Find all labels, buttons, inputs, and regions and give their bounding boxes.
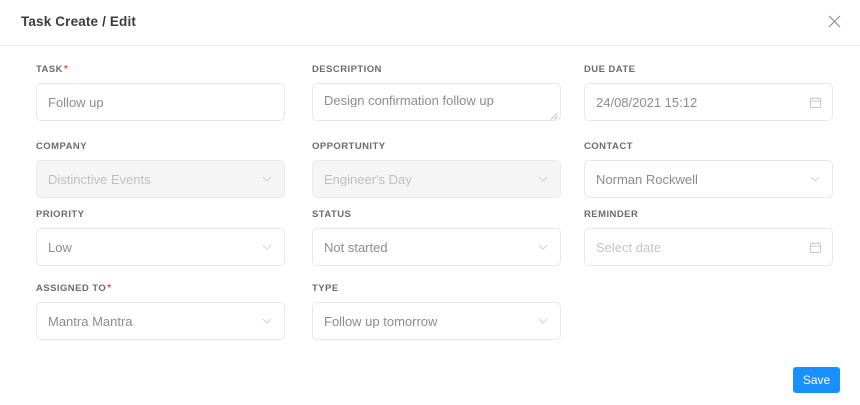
chevron-down-icon[interactable]	[536, 172, 550, 186]
field-label-reminder: REMINDER	[584, 209, 639, 220]
reminder-input[interactable]: Select date	[584, 228, 833, 266]
task-input-value: Follow up	[48, 95, 104, 109]
field-label-task: TASK*	[36, 64, 69, 75]
field-label-contact: CONTACT	[584, 141, 633, 152]
page-title: Task Create / Edit	[21, 14, 136, 29]
close-button[interactable]	[816, 4, 852, 38]
opportunity-select[interactable]: Engineer's Day	[312, 160, 561, 198]
modal-header: Task Create / Edit	[0, 0, 860, 46]
resize-handle-icon[interactable]	[549, 109, 558, 120]
status-select[interactable]: Not started	[312, 228, 561, 266]
chevron-down-icon[interactable]	[808, 172, 822, 186]
required-indicator: *	[107, 283, 112, 294]
task-input[interactable]: Follow up	[36, 83, 285, 121]
priority-select-value: Low	[48, 240, 72, 254]
contact-select-value: Norman Rockwell	[596, 172, 698, 186]
assigned-to-select[interactable]: Mantra Mantra	[36, 302, 285, 340]
required-indicator: *	[63, 64, 69, 75]
field-label-priority: PRIORITY	[36, 209, 85, 220]
chevron-down-icon[interactable]	[536, 314, 550, 328]
field-label-status: STATUS	[312, 209, 352, 220]
assigned-to-select-value: Mantra Mantra	[48, 314, 133, 328]
field-label-assigned-to: ASSIGNED TO*	[36, 283, 112, 294]
description-textarea-value: Design confirmation follow up	[324, 94, 494, 107]
status-select-value: Not started	[324, 240, 388, 254]
close-icon	[828, 15, 841, 28]
description-textarea[interactable]: Design confirmation follow up	[312, 83, 561, 121]
field-status: STATUS Not started	[312, 209, 561, 266]
field-label-description: DESCRIPTION	[312, 64, 382, 75]
field-reminder: REMINDER Select date	[584, 209, 833, 266]
field-assigned-to: ASSIGNED TO* Mantra Mantra	[36, 283, 285, 340]
field-label-type: TYPE	[312, 283, 339, 294]
type-select-value: Follow up tomorrow	[324, 314, 438, 328]
chevron-down-icon[interactable]	[536, 240, 550, 254]
chevron-down-icon[interactable]	[260, 240, 274, 254]
due-date-input[interactable]: 24/08/2021 15:12	[584, 83, 833, 121]
field-opportunity: OPPORTUNITY Engineer's Day	[312, 141, 561, 198]
chevron-down-icon[interactable]	[260, 314, 274, 328]
priority-select[interactable]: Low	[36, 228, 285, 266]
field-label-opportunity: OPPORTUNITY	[312, 141, 386, 152]
due-date-input-value: 24/08/2021 15:12	[596, 95, 698, 109]
field-label-due-date: DUE DATE	[584, 64, 636, 75]
company-select-value: Distinctive Events	[48, 172, 151, 186]
field-priority: PRIORITY Low	[36, 209, 285, 266]
field-label-company: COMPANY	[36, 141, 88, 152]
field-due-date: DUE DATE 24/08/2021 15:12	[584, 64, 833, 121]
field-task: TASK* Follow up	[36, 64, 285, 121]
reminder-input-placeholder: Select date	[596, 240, 662, 254]
field-contact: CONTACT Norman Rockwell	[584, 141, 833, 198]
opportunity-select-value: Engineer's Day	[324, 172, 412, 186]
company-select[interactable]: Distinctive Events	[36, 160, 285, 198]
calendar-icon[interactable]	[808, 240, 822, 254]
chevron-down-icon[interactable]	[260, 172, 274, 186]
save-button[interactable]: Save	[793, 367, 840, 393]
modal-body: TASK* Follow up DESCRIPTION Design confi…	[0, 46, 860, 405]
field-description: DESCRIPTION Design confirmation follow u…	[312, 64, 561, 121]
field-company: COMPANY Distinctive Events	[36, 141, 285, 198]
contact-select[interactable]: Norman Rockwell	[584, 160, 833, 198]
type-select[interactable]: Follow up tomorrow	[312, 302, 561, 340]
calendar-icon[interactable]	[808, 95, 822, 109]
field-type: TYPE Follow up tomorrow	[312, 283, 561, 340]
